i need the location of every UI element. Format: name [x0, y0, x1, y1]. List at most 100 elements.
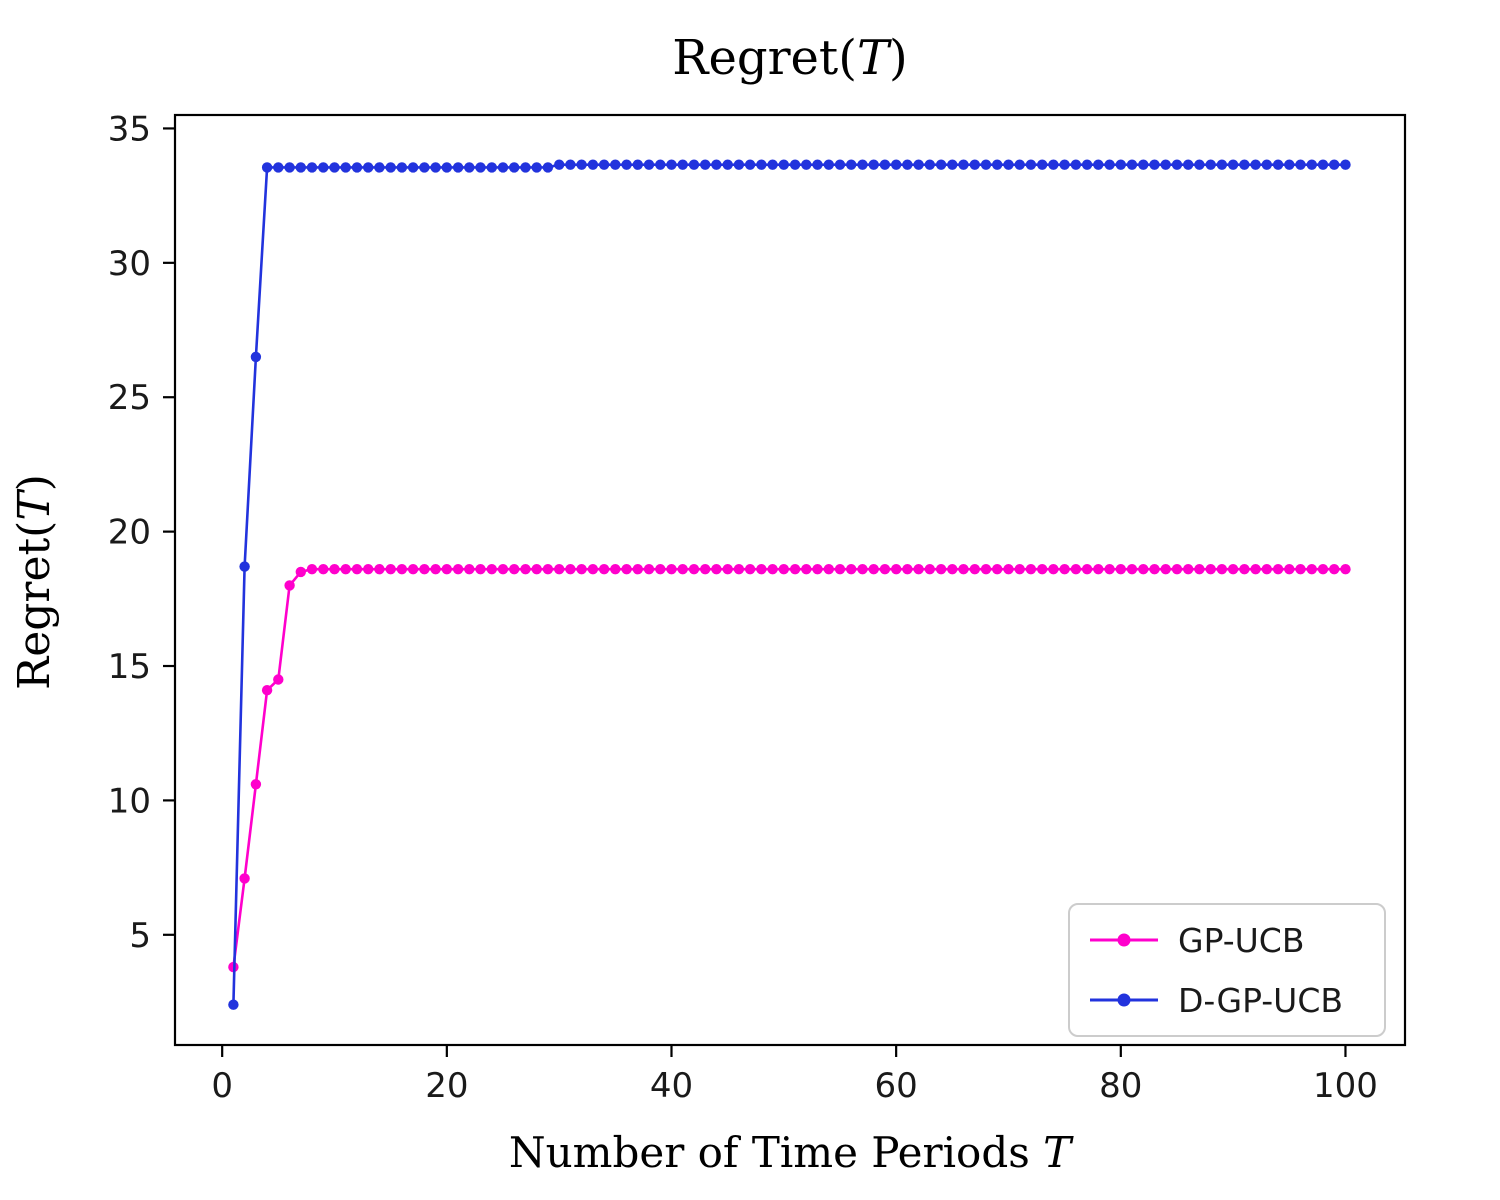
series-marker-gp-ucb [385, 564, 396, 575]
series-marker-gp-ucb [1306, 564, 1318, 575]
x-axis-label-var: T [1043, 1128, 1072, 1177]
series-marker-gp-ucb [834, 564, 846, 575]
series-marker-gp-ucb [1205, 564, 1216, 575]
series-marker-gp-ucb [980, 564, 992, 575]
series-marker-d-gp-ucb [261, 162, 273, 173]
series-marker-gp-ucb [1160, 564, 1171, 575]
series-marker-gp-ucb [935, 564, 947, 575]
series-marker-d-gp-ucb [306, 162, 318, 173]
series-marker-d-gp-ucb [239, 561, 250, 572]
series-marker-gp-ucb [610, 564, 621, 575]
series-marker-d-gp-ucb [475, 162, 486, 173]
series-marker-d-gp-ucb [464, 162, 475, 173]
series-marker-d-gp-ucb [318, 162, 329, 173]
series-marker-d-gp-ucb [1317, 159, 1329, 170]
series-marker-d-gp-ucb [1194, 159, 1205, 170]
series-marker-d-gp-ucb [1272, 159, 1284, 170]
y-tick-label: 5 [129, 916, 151, 956]
chart-title-post: ) [888, 30, 908, 86]
series-marker-d-gp-ucb [1003, 159, 1014, 170]
series-marker-gp-ucb [632, 564, 643, 575]
y-axis-label-post: ) [9, 474, 60, 492]
series-marker-d-gp-ucb [531, 162, 542, 173]
series-marker-gp-ucb [1329, 564, 1340, 575]
chart-title-pre: Regret( [672, 30, 857, 86]
series-marker-d-gp-ucb [935, 159, 947, 170]
x-tick-label: 60 [875, 1066, 918, 1106]
series-marker-gp-ucb [250, 779, 262, 790]
series-marker-d-gp-ucb [823, 159, 834, 170]
series-marker-d-gp-ucb [902, 159, 913, 170]
y-axis-label-var: T [9, 491, 60, 521]
series-marker-d-gp-ucb [621, 159, 632, 170]
series-line-gp-ucb [232, 567, 1346, 968]
series-marker-d-gp-ucb [587, 159, 599, 170]
series-marker-d-gp-ucb [565, 159, 576, 170]
y-tick-label: 20 [108, 513, 151, 553]
series-marker-gp-ucb [677, 564, 688, 575]
series-marker-gp-ucb [497, 564, 509, 575]
series-marker-d-gp-ucb [1149, 159, 1160, 170]
series-marker-d-gp-ucb [509, 162, 520, 173]
series-marker-d-gp-ucb [801, 159, 812, 170]
series-marker-d-gp-ucb [1160, 159, 1171, 170]
series-marker-gp-ucb [823, 564, 834, 575]
chart-title-var: T [856, 30, 889, 86]
series-marker-gp-ucb [778, 564, 789, 575]
y-axis-label-pre: Regret( [9, 520, 60, 690]
series-marker-d-gp-ucb [958, 159, 969, 170]
series-marker-d-gp-ucb [722, 159, 733, 170]
series-marker-d-gp-ucb [947, 159, 958, 170]
series-marker-d-gp-ucb [767, 159, 778, 170]
series-marker-gp-ucb [576, 564, 587, 575]
series-marker-d-gp-ucb [666, 159, 677, 170]
series-marker-gp-ucb [1250, 564, 1261, 575]
series-marker-d-gp-ucb [273, 162, 284, 173]
series-marker-d-gp-ucb [441, 162, 452, 173]
series-marker-gp-ucb [711, 564, 722, 575]
series-marker-d-gp-ucb [554, 159, 565, 170]
series-marker-d-gp-ucb [655, 159, 666, 170]
series-line-d-gp-ucb [232, 163, 1346, 1005]
series-marker-gp-ucb [565, 564, 576, 575]
series-marker-gp-ucb [509, 564, 520, 575]
series-marker-gp-ucb [857, 564, 868, 575]
series-marker-d-gp-ucb [980, 159, 992, 170]
x-tick-label: 40 [650, 1066, 693, 1106]
series-marker-d-gp-ucb [385, 162, 396, 173]
series-marker-gp-ucb [1284, 564, 1295, 575]
series-marker-gp-ucb [1239, 564, 1250, 575]
x-axis-label: Number of Time Periods T [175, 1128, 1405, 1177]
series-marker-d-gp-ucb [879, 159, 891, 170]
series-marker-gp-ucb [1070, 564, 1082, 575]
y-tick-label: 25 [108, 378, 151, 418]
series-marker-d-gp-ucb [407, 162, 419, 173]
series-marker-d-gp-ucb [610, 159, 621, 170]
y-tick-label: 15 [108, 647, 151, 687]
series-marker-gp-ucb [284, 580, 295, 591]
series-marker-d-gp-ucb [1070, 159, 1082, 170]
series-marker-gp-ucb [1295, 564, 1306, 575]
series-marker-gp-ucb [1093, 564, 1104, 575]
series-marker-d-gp-ucb [778, 159, 789, 170]
legend-line-marker-blue [1090, 993, 1158, 1007]
series-marker-gp-ucb [374, 564, 385, 575]
series-marker-d-gp-ucb [1205, 159, 1216, 170]
legend-entry-d-gp-ucb: D-GP-UCB [1088, 975, 1366, 1025]
series-marker-gp-ucb [868, 564, 879, 575]
series-marker-d-gp-ucb [430, 162, 441, 173]
series-marker-d-gp-ucb [1261, 159, 1273, 170]
series-marker-gp-ucb [756, 564, 767, 575]
series-marker-gp-ucb [1037, 564, 1048, 575]
series-marker-d-gp-ucb [969, 159, 980, 170]
series-marker-gp-ucb [531, 564, 542, 575]
series-marker-d-gp-ucb [1171, 159, 1183, 170]
series-marker-d-gp-ucb [396, 162, 408, 173]
series-marker-gp-ucb [913, 564, 924, 575]
series-marker-d-gp-ucb [576, 159, 587, 170]
series-marker-d-gp-ucb [497, 162, 509, 173]
series-marker-gp-ucb [1183, 564, 1194, 575]
x-tick-label: 100 [1313, 1066, 1378, 1106]
series-marker-gp-ucb [441, 564, 452, 575]
series-marker-gp-ucb [554, 564, 565, 575]
